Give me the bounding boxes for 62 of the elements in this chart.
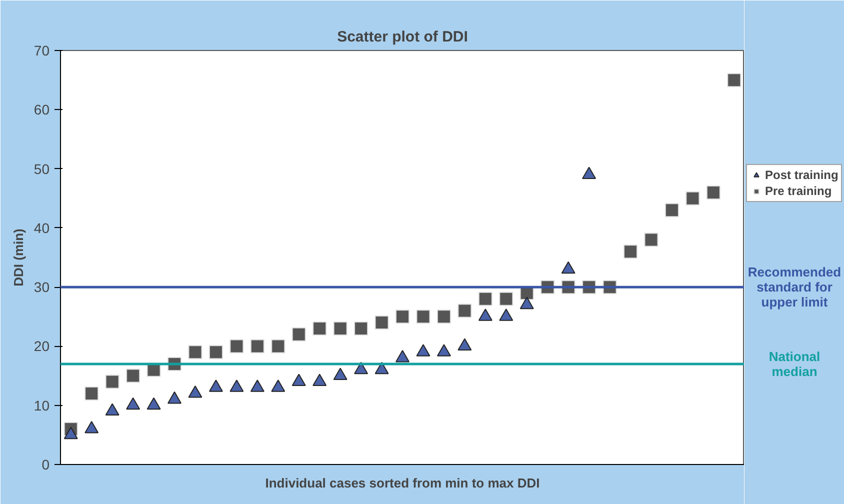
- point: [271, 380, 286, 392]
- point: [644, 232, 658, 247]
- point: [105, 403, 120, 416]
- point: [416, 344, 430, 356]
- point: [126, 397, 140, 410]
- point: [664, 203, 679, 218]
- point: [105, 374, 120, 389]
- legend-label: Post training: [765, 168, 838, 182]
- point: [458, 304, 472, 318]
- point: [250, 339, 264, 354]
- point: [374, 362, 389, 374]
- y-tick-label: 0: [42, 456, 50, 472]
- point: [333, 321, 348, 336]
- point: [374, 316, 389, 330]
- point: [188, 345, 202, 360]
- point: [396, 310, 410, 324]
- y-tick-label: 30: [34, 279, 50, 296]
- point: [312, 374, 327, 386]
- point: [416, 310, 430, 324]
- point: [84, 421, 99, 434]
- point: [188, 386, 202, 398]
- point: [520, 296, 534, 310]
- point: [230, 339, 244, 354]
- point: [146, 397, 161, 410]
- point: [271, 339, 286, 354]
- point: [230, 380, 244, 392]
- point: [396, 350, 410, 362]
- point: [499, 292, 514, 306]
- chart-title: Scatter plot of DDI: [337, 28, 468, 46]
- point: [292, 327, 306, 342]
- y-tick-label: 10: [34, 397, 50, 414]
- point: [624, 244, 638, 259]
- point: [436, 344, 451, 356]
- point: [208, 345, 223, 360]
- ref-line-label: National median: [768, 348, 820, 379]
- point: [208, 380, 223, 392]
- y-tick-label: 40: [34, 220, 50, 236]
- point: [478, 308, 492, 321]
- y-tick-label: 60: [34, 102, 50, 118]
- point: [706, 185, 720, 200]
- point: [292, 374, 306, 386]
- y-tick-label: 20: [34, 338, 50, 354]
- ref-line-label: Recommended standard for upper limit: [748, 264, 842, 310]
- point: [333, 368, 348, 380]
- point: [686, 191, 700, 206]
- point: [727, 73, 742, 88]
- y-tick-label: 70: [34, 42, 50, 58]
- legend-label: Pre training: [765, 184, 832, 198]
- point: [458, 338, 472, 350]
- x-axis-title: Individual cases sorted from min to max DDI: [265, 476, 540, 490]
- y-axis-title: DDI (min): [10, 228, 26, 286]
- point: [499, 308, 514, 321]
- point: [354, 321, 368, 336]
- point: [354, 362, 368, 374]
- y-tick-label: 50: [34, 160, 50, 177]
- point: [478, 292, 492, 306]
- point: [312, 321, 327, 336]
- point: [436, 310, 451, 324]
- point: [168, 391, 182, 404]
- point: [126, 368, 140, 383]
- point: [250, 380, 264, 392]
- point: [64, 426, 78, 440]
